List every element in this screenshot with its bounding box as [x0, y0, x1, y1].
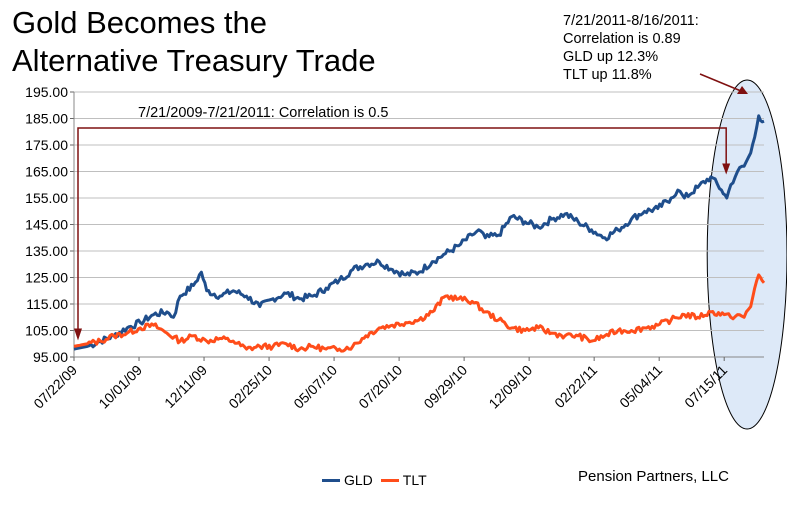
callout-line3: GLD up 12.3%	[563, 49, 659, 65]
annotation-bracket	[77, 127, 727, 333]
y-tick-label: 185.00	[25, 111, 68, 127]
x-tick-label: 07/20/10	[355, 362, 405, 412]
callout-line2: Correlation is 0.89	[563, 31, 681, 47]
x-tick-label: 12/11/09	[161, 362, 210, 411]
y-tick-label: 165.00	[25, 164, 68, 180]
credit-label: Pension Partners, LLC	[578, 468, 729, 485]
callout-line4: TLT up 11.8%	[563, 67, 652, 83]
y-tick-label: 95.00	[33, 349, 68, 365]
x-tick-label: 10/01/09	[95, 362, 145, 412]
grid-lines	[74, 91, 764, 358]
y-tick-label: 135.00	[25, 243, 68, 259]
chart-title: Gold Becomes the Alternative Treasury Tr…	[12, 4, 376, 80]
y-tick-label: 145.00	[25, 217, 68, 233]
legend-swatch-tlt	[380, 478, 399, 482]
y-tick-label: 195.00	[25, 84, 68, 100]
series-line-gld	[73, 114, 765, 351]
legend-item-gld: GLD	[322, 472, 373, 488]
series-lines	[73, 114, 766, 353]
legend-label-gld: GLD	[344, 472, 373, 488]
x-tick-label: 05/04/11	[616, 362, 665, 411]
y-tick-label: 175.00	[25, 137, 68, 153]
x-tick-label: 05/07/10	[290, 362, 340, 412]
correlation-annotation: 7/21/2009-7/21/2011: Correlation is 0.5	[74, 73, 748, 341]
chart-title-line1: Gold Becomes the	[12, 5, 268, 40]
x-tick-label: 02/22/11	[551, 362, 600, 411]
legend: GLD TLT	[322, 472, 427, 488]
annotation-arrowhead-left	[74, 328, 82, 341]
x-tick-label: 07/22/09	[30, 362, 80, 412]
x-tick-label: 02/25/10	[225, 362, 275, 412]
series-line-tlt	[73, 273, 766, 353]
y-tick-label: 155.00	[25, 190, 68, 206]
x-tick-label: 12/09/10	[485, 362, 535, 412]
callout-note: 7/21/2011-8/16/2011: Correlation is 0.89…	[563, 12, 699, 84]
y-tick-label: 115.00	[26, 296, 68, 312]
legend-label-tlt: TLT	[402, 472, 427, 488]
legend-swatch-gld	[322, 478, 340, 482]
chart-title-line2: Alternative Treasury Trade	[12, 43, 376, 78]
callout-arrowhead	[737, 86, 748, 94]
x-axis: 07/22/09 10/01/09 12/11/09 02/25/10 05/07/10…	[30, 357, 730, 412]
y-axis: 95.00 105.00 115.00 125.00 135.00 145.00 155.0…	[25, 84, 764, 365]
legend-item-tlt: TLT	[380, 472, 427, 488]
callout-arrow-line	[699, 73, 742, 92]
annotation-label: 7/21/2009-7/21/2011: Correlation is 0.5	[138, 105, 388, 121]
x-tick-label: 09/29/10	[420, 362, 470, 412]
y-tick-label: 105.00	[25, 323, 68, 339]
callout-line1: 7/21/2011-8/16/2011:	[563, 13, 699, 29]
y-tick-label: 125.00	[25, 270, 68, 286]
annotation-arrowhead-right	[722, 163, 731, 175]
